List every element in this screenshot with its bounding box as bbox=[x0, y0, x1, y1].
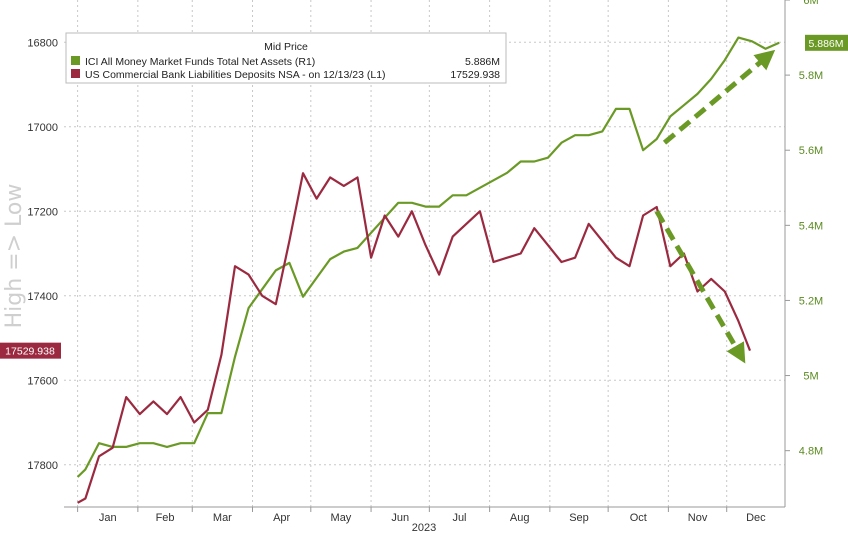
badge-mmf bbox=[805, 34, 848, 51]
right-tick-label: 4.8M bbox=[799, 446, 823, 458]
trend-arrows bbox=[654, 49, 776, 364]
right-tick-label: 5.8M bbox=[799, 70, 823, 82]
legend: Mid Price ICI All Money Market Funds Tot… bbox=[65, 32, 507, 84]
x-tick-label: Aug bbox=[510, 512, 530, 524]
x-tick-label: Oct bbox=[630, 512, 647, 524]
side-label: High => Low bbox=[2, 184, 27, 329]
x-tick-label: Sep bbox=[569, 512, 589, 524]
series-line-deposits bbox=[77, 172, 752, 504]
legend-entry-mmf: ICI All Money Market Funds Total Net Ass… bbox=[85, 56, 315, 68]
legend-title: Mid Price bbox=[264, 41, 308, 53]
x-tick-label: Dec bbox=[746, 512, 766, 524]
x-tick-label: Jul bbox=[452, 512, 466, 524]
trend-arrow-down bbox=[654, 209, 746, 364]
right-axis: 4.8M 5M 5.2M 5.4M 5.6M 5.8M 6M bbox=[785, 0, 823, 458]
trend-arrow-up bbox=[662, 49, 776, 145]
x-tick-label: Mar bbox=[213, 512, 232, 524]
badge-deposits-value: 17529.938 bbox=[5, 346, 55, 358]
right-tick-label: 6M bbox=[803, 0, 818, 7]
left-tick-label: 17200 bbox=[27, 206, 58, 218]
legend-swatch-deposits bbox=[71, 69, 80, 78]
left-tick-label: 17600 bbox=[27, 375, 58, 387]
right-tick-label: 5.4M bbox=[799, 220, 823, 232]
x-axis: Jan Feb Mar Apr May Jun Jul Aug Sep Oct Nov Dec bbox=[77, 507, 766, 524]
grid bbox=[64, 0, 785, 507]
left-axis: 16800 17000 17200 17400 17600 17800 bbox=[27, 37, 58, 472]
legend-box bbox=[65, 32, 507, 84]
series-lines bbox=[76, 36, 780, 504]
left-tick-label: 17400 bbox=[27, 291, 58, 303]
legend-value-mmf: 5.886M bbox=[465, 56, 500, 68]
left-tick-label: 16800 bbox=[27, 37, 58, 49]
x-tick-label: May bbox=[331, 512, 352, 524]
badge-mmf-value: 5.886M bbox=[808, 38, 843, 50]
right-tick-label: 5.2M bbox=[799, 295, 823, 307]
x-tick-label: Apr bbox=[273, 512, 290, 524]
left-tick-label: 17000 bbox=[27, 122, 58, 134]
legend-swatch-mmf bbox=[71, 56, 80, 65]
right-tick-label: 5M bbox=[803, 371, 818, 383]
series-line-mmf bbox=[76, 36, 780, 478]
left-tick-label: 17800 bbox=[27, 460, 58, 472]
x-tick-label: Feb bbox=[156, 512, 175, 524]
right-tick-label: 5.6M bbox=[799, 145, 823, 157]
badge-deposits bbox=[0, 342, 61, 359]
legend-entry-deposits: US Commercial Bank Liabilities Deposits … bbox=[85, 69, 386, 81]
x-axis-label: 2023 bbox=[412, 522, 436, 534]
x-tick-label: Nov bbox=[688, 512, 708, 524]
legend-value-deposits: 17529.938 bbox=[450, 69, 500, 81]
x-tick-label: Jan bbox=[99, 512, 117, 524]
x-tick-label: Jun bbox=[391, 512, 409, 524]
